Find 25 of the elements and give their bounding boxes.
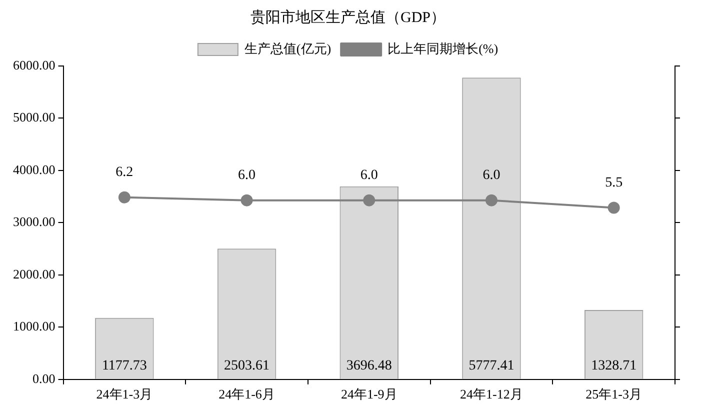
y-tick-label: 2000.00 <box>13 266 56 282</box>
data-label: 6.0 <box>238 168 256 183</box>
x-tick-label: 24年1-12月 <box>460 386 523 402</box>
data-label: 6.2 <box>116 165 134 180</box>
x-tick-label: 24年1-9月 <box>340 386 398 402</box>
data-label: 6.0 <box>482 168 500 183</box>
data-label: 6.0 <box>360 168 378 183</box>
y-tick-label: 6000.00 <box>13 57 56 72</box>
data-label: 3696.48 <box>346 358 392 374</box>
y-tick-label: 3000.00 <box>13 214 56 230</box>
legend-label: 比上年同期增长(%) <box>388 40 498 56</box>
data-label: 5.5 <box>605 175 623 190</box>
x-tick-label: 24年1-3月 <box>96 386 153 402</box>
x-tick-label: 24年1-6月 <box>218 386 275 402</box>
chart-title: 贵阳市地区生产总值（GDP） <box>250 8 446 26</box>
y-tick-label: 4000.00 <box>13 162 56 177</box>
y-tick-label: 0.00 <box>32 370 56 386</box>
data-label: 5777.41 <box>468 358 514 374</box>
data-label: 1177.73 <box>102 358 147 374</box>
legend-label: 生产总值(亿元) <box>244 40 332 56</box>
y-tick-label: 1000.00 <box>13 318 56 334</box>
data-label: 1328.71 <box>591 358 637 374</box>
data-label: 2503.61 <box>224 358 270 374</box>
y-tick-label: 5000.00 <box>13 110 56 125</box>
x-tick-label: 25年1-3月 <box>586 386 642 402</box>
